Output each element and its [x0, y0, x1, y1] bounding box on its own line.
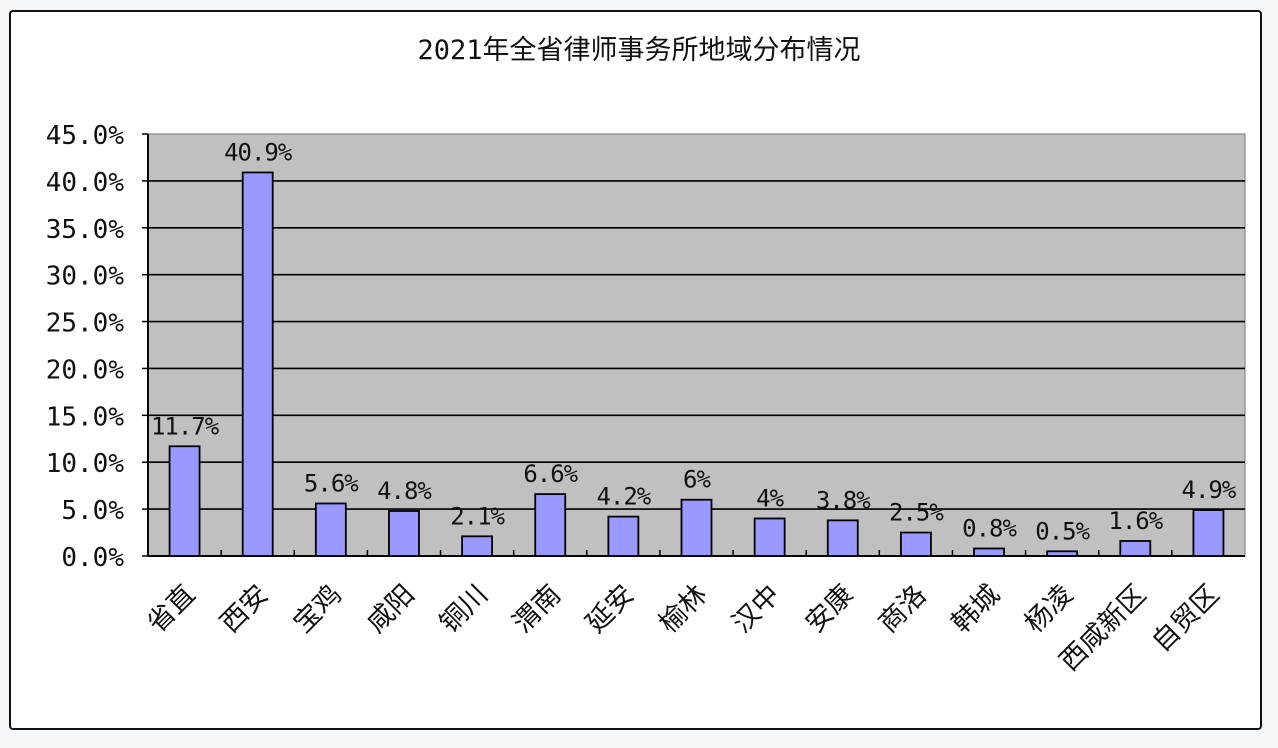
bar	[534, 493, 567, 557]
y-tick-label: 25.0%	[46, 309, 125, 339]
y-tick-label: 30.0%	[46, 262, 125, 292]
bar	[900, 531, 932, 557]
data-label: 2.5%	[889, 499, 944, 527]
plot-area	[147, 133, 1246, 557]
x-tick-label: 咸阳	[361, 579, 421, 639]
x-tick-label: 汉中	[726, 579, 786, 639]
x-tick-label: 榆林	[653, 579, 713, 639]
data-label: 6%	[683, 466, 711, 494]
data-label: 4%	[756, 484, 784, 512]
bar	[753, 517, 786, 557]
y-tick-label: 45.0%	[46, 121, 125, 151]
bar	[1192, 509, 1225, 557]
x-tick-label: 杨凌	[1019, 579, 1079, 639]
x-tick-label: 延安	[580, 579, 640, 639]
x-tick-label: 安康	[800, 579, 860, 639]
data-label: 4.9%	[1182, 476, 1237, 504]
bar	[388, 510, 420, 557]
data-label: 2.1%	[450, 502, 505, 530]
y-tick-label: 35.0%	[46, 215, 125, 245]
bar	[1046, 550, 1079, 557]
data-label: 4.8%	[377, 477, 432, 505]
x-tick-label: 西安	[215, 579, 275, 639]
data-label: 11.7%	[151, 412, 220, 440]
bar	[607, 515, 640, 557]
chart-title: 2021年全省律师事务所地域分布情况	[417, 35, 861, 66]
x-tick-label: 自贸区	[1146, 579, 1225, 658]
x-tick-label: 省直	[141, 579, 201, 639]
bar	[680, 498, 713, 557]
bar	[168, 445, 201, 557]
y-tick-label: 0.0%	[61, 543, 124, 573]
bar	[314, 502, 347, 557]
x-tick-label: 渭南	[507, 579, 567, 639]
y-tick-label: 10.0%	[46, 449, 125, 479]
bar	[973, 547, 1005, 557]
y-tick-label: 40.0%	[46, 168, 125, 198]
x-tick-label: 宝鸡	[288, 579, 348, 639]
data-label: 3.8%	[816, 486, 871, 514]
bar	[826, 519, 859, 557]
data-label: 5.6%	[304, 469, 359, 497]
data-label: 0.8%	[962, 514, 1017, 542]
data-label: 0.5%	[1035, 517, 1090, 545]
data-label: 40.9%	[224, 138, 293, 166]
bar	[241, 171, 274, 557]
y-tick-label: 20.0%	[46, 355, 125, 385]
data-label: 1.6%	[1108, 507, 1163, 535]
data-label: 4.2%	[596, 483, 651, 511]
x-tick-label: 韩城	[946, 579, 1006, 639]
bar	[461, 535, 494, 557]
y-tick-label: 15.0%	[46, 402, 125, 432]
x-tick-label: 商洛	[873, 579, 933, 639]
data-label: 6.6%	[523, 460, 578, 488]
bar	[1119, 540, 1152, 557]
x-tick-label: 铜川	[434, 579, 494, 639]
y-tick-label: 5.0%	[61, 496, 124, 526]
